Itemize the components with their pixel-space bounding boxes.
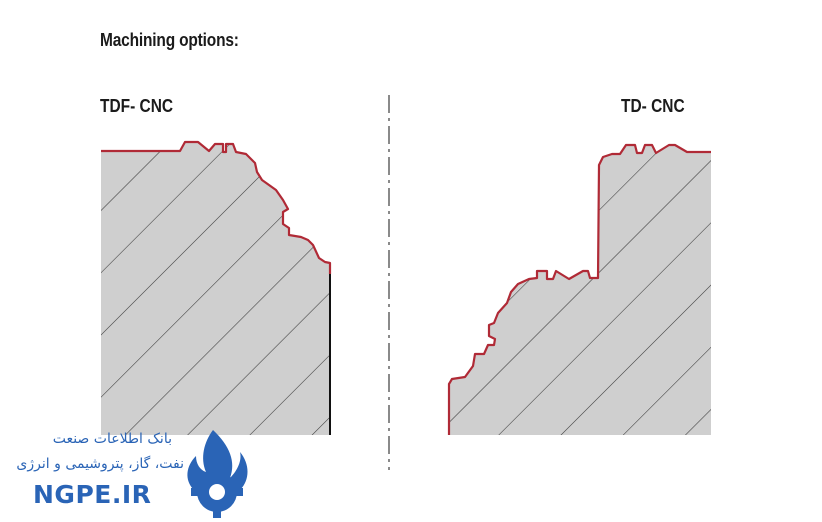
watermark-site: NGPE.IR	[33, 480, 152, 509]
profile-tdf-cnc	[101, 140, 332, 435]
page-heading: Machining options:	[100, 30, 239, 50]
profile-label-td-cnc: TD- CNC	[621, 96, 685, 116]
profile-td-cnc-body	[449, 145, 711, 435]
profile-tdf-cnc-body	[101, 142, 330, 435]
profile-td-cnc-machined-edge	[447, 143, 711, 435]
watermark-line-1: بانک اطلاعات صنعت	[52, 431, 172, 447]
profile-td-cnc	[447, 143, 711, 435]
profile-tdf-cnc-machined-edge	[101, 140, 332, 274]
flame-gear-icon	[187, 430, 248, 518]
watermark-line-2: نفت، گاز، پتروشیمی و انرژی	[16, 456, 184, 472]
profile-label-tdf-cnc: TDF- CNC	[100, 96, 174, 116]
